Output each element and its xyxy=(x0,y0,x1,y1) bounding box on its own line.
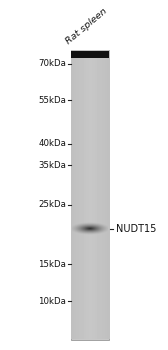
Text: 35kDa: 35kDa xyxy=(38,161,66,170)
Bar xyxy=(71,51,109,340)
Text: 15kDa: 15kDa xyxy=(38,260,66,269)
Text: 10kDa: 10kDa xyxy=(38,296,66,306)
Text: 55kDa: 55kDa xyxy=(38,96,66,105)
Bar xyxy=(71,51,109,58)
Text: 70kDa: 70kDa xyxy=(38,59,66,68)
Text: NUDT15: NUDT15 xyxy=(116,224,156,234)
Text: Rat spleen: Rat spleen xyxy=(65,7,109,46)
Text: 25kDa: 25kDa xyxy=(38,200,66,209)
Text: 40kDa: 40kDa xyxy=(38,139,66,148)
